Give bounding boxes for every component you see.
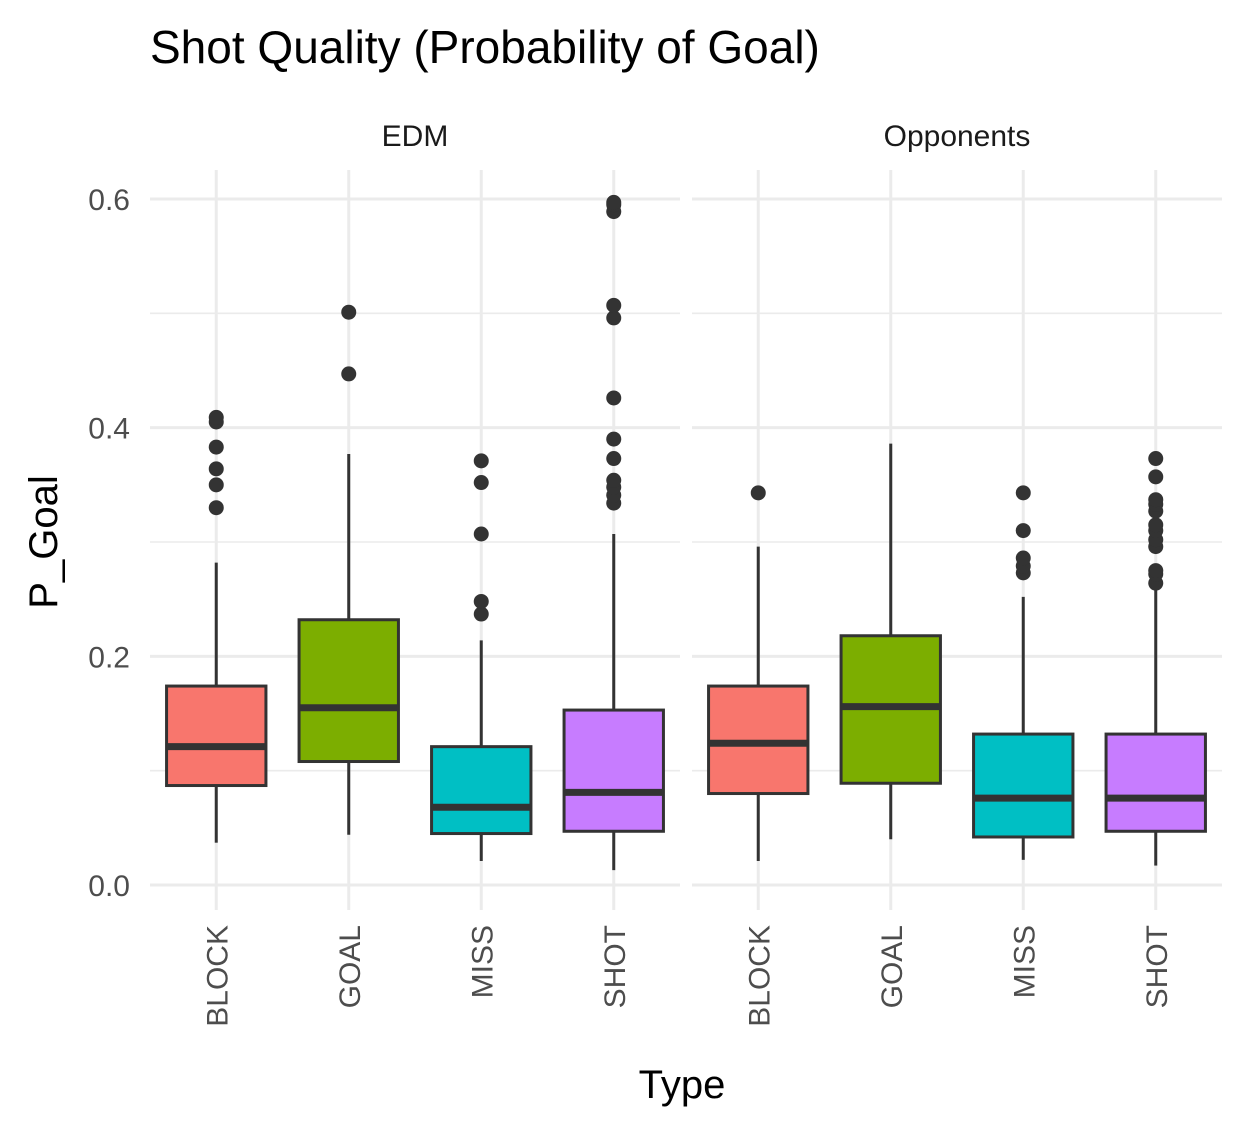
x-tick-label: BLOCK (743, 925, 776, 1027)
outlier-point (1015, 523, 1031, 539)
iqr-box (165, 684, 268, 788)
x-axis-title: Type (639, 1063, 726, 1107)
box-miss (972, 485, 1075, 860)
outlier-point (606, 451, 622, 467)
box-goal (839, 443, 942, 840)
outlier-point (473, 526, 489, 542)
outlier-point (473, 606, 489, 622)
outlier-point (341, 366, 357, 382)
outlier-point (606, 194, 622, 210)
iqr-box (430, 745, 533, 836)
facet-label-opponents: Opponents (884, 120, 1031, 153)
panel-opponents: Opponents BLOCK GOAL MISS SHOT (692, 120, 1222, 1027)
outlier-point (208, 461, 224, 477)
panels: EDM BLOCK GOAL MISS SHOT Opponents BLOCK GOAL MI… (88, 120, 1222, 1027)
outlier-point (473, 475, 489, 491)
outlier-point (1148, 451, 1164, 467)
outlier-point (1015, 550, 1031, 566)
outlier-point (1015, 485, 1031, 501)
outlier-point (208, 409, 224, 425)
outlier-point (750, 485, 766, 501)
box-shot (562, 194, 665, 871)
outlier-point (208, 477, 224, 493)
box-miss (430, 453, 533, 861)
outlier-point (1148, 563, 1164, 579)
x-tick-label: GOAL (334, 925, 367, 1008)
outlier-point (606, 431, 622, 447)
outlier-point (341, 304, 357, 320)
iqr-box (297, 618, 400, 764)
x-tick-label: BLOCK (201, 925, 234, 1027)
outlier-point (606, 297, 622, 313)
outlier-point (208, 500, 224, 516)
y-tick-label: 0.4 (88, 413, 130, 446)
y-tick-label: 0.0 (88, 870, 130, 903)
iqr-box (1104, 732, 1207, 833)
y-tick-label: 0.6 (88, 184, 130, 217)
chart-title: Shot Quality (Probability of Goal) (150, 21, 820, 73)
box-goal (297, 304, 400, 835)
outlier-point (606, 390, 622, 406)
x-tick-label: SHOT (599, 925, 632, 1008)
x-tick-label: SHOT (1141, 925, 1174, 1008)
box-block (165, 409, 268, 843)
box-block (707, 485, 810, 861)
y-axis-title: P_Goal (22, 475, 66, 608)
outlier-point (606, 472, 622, 488)
outlier-point (208, 439, 224, 455)
x-tick-label: GOAL (876, 925, 909, 1008)
iqr-box (972, 732, 1075, 839)
panel-edm: EDM BLOCK GOAL MISS SHOT (150, 120, 680, 1027)
outlier-point (473, 453, 489, 469)
outlier-point (473, 593, 489, 609)
outlier-point (1148, 492, 1164, 508)
outlier-point (606, 310, 622, 326)
outlier-point (1148, 469, 1164, 485)
y-tick-label: 0.2 (88, 641, 130, 674)
box-shot (1104, 451, 1207, 866)
outlier-point (1148, 517, 1164, 533)
facet-label-edm: EDM (382, 120, 449, 153)
x-tick-label: MISS (1008, 925, 1041, 998)
x-tick-label: MISS (466, 925, 499, 998)
iqr-box (562, 708, 665, 833)
